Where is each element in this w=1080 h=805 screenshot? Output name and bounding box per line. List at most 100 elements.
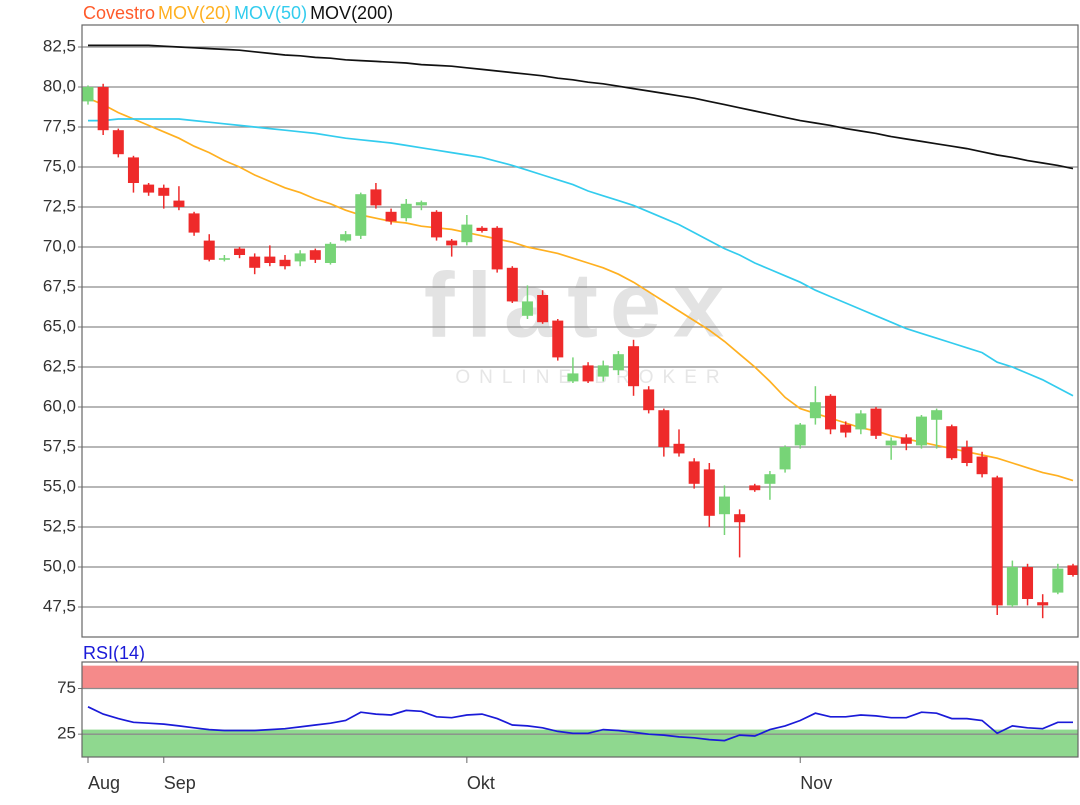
candle-body <box>961 447 973 463</box>
candle-body <box>324 243 336 263</box>
candle-body <box>734 514 746 523</box>
candle-body <box>552 320 564 358</box>
legend-entry: RSI(14) <box>83 643 145 663</box>
candle-body <box>597 365 609 377</box>
line-series <box>88 118 1074 397</box>
legend-entry: MOV(50) <box>234 3 307 23</box>
candle-body <box>234 248 246 255</box>
legend-entry: MOV(200) <box>310 3 393 23</box>
y-tick-label: 52,5 <box>43 516 76 535</box>
plot-frame <box>81 24 1079 638</box>
candle-body <box>1052 568 1064 593</box>
candle-body <box>461 224 473 243</box>
y-tick-label: 62,5 <box>43 356 76 375</box>
candle-body <box>885 440 897 446</box>
y-tick-label: 72,5 <box>43 196 76 215</box>
legend-entry: Covestro <box>83 3 155 23</box>
candle-body <box>900 437 912 444</box>
candle-body <box>643 389 655 411</box>
candle-body <box>703 469 715 516</box>
candle-body <box>870 408 882 436</box>
candle-body <box>582 365 594 382</box>
y-tick-label: 60,0 <box>43 396 76 415</box>
legend: Covestro MOV(20) MOV(50) MOV(200) <box>83 3 393 23</box>
candle-body <box>340 234 352 241</box>
candle-body <box>355 194 367 236</box>
y-tick-label: 70,0 <box>43 236 76 255</box>
candle-body <box>855 413 867 430</box>
candle-body <box>779 447 791 470</box>
candle-body <box>521 301 533 316</box>
line-series <box>87 706 1073 742</box>
candle-body <box>506 267 518 302</box>
candle-body <box>825 395 837 430</box>
candle-body <box>188 213 200 233</box>
x-tick-label: Aug <box>88 773 120 793</box>
y-tick-label: 47,5 <box>43 596 76 615</box>
candle-body <box>976 456 988 475</box>
x-tick-label: Sep <box>164 773 196 793</box>
candle-body <box>915 416 927 446</box>
candle-body <box>400 203 412 219</box>
candle-body <box>673 443 685 454</box>
candle-body <box>537 295 549 323</box>
candle-body <box>946 426 958 459</box>
candle-body <box>991 477 1003 606</box>
legend-entry: MOV(20) <box>158 3 231 23</box>
candle-body <box>279 259 291 267</box>
candle-body <box>218 258 230 260</box>
candle-body <box>749 485 761 491</box>
y-tick-label: 77,5 <box>43 116 76 135</box>
candle-body <box>567 373 579 382</box>
candle-body <box>612 354 624 371</box>
x-tick-label: Nov <box>800 773 832 793</box>
candle-body <box>264 256 276 263</box>
candle-body <box>370 189 382 206</box>
candle-body <box>794 424 806 446</box>
candle-body <box>718 496 730 515</box>
candle-body <box>431 211 443 238</box>
candle-body <box>82 87 94 102</box>
candle-body <box>491 227 503 270</box>
x-tick-label: Okt <box>467 773 495 793</box>
candle-body <box>249 256 261 268</box>
candle-body <box>203 240 215 260</box>
candle-body <box>764 474 776 484</box>
candle-body <box>1037 602 1049 606</box>
watermark-title: flatex <box>424 254 736 356</box>
y-tick-label: 55,0 <box>43 476 76 495</box>
y-tick-label: 57,5 <box>43 436 76 455</box>
candle-body <box>309 250 321 260</box>
candle-body <box>385 211 397 222</box>
candle-body <box>931 410 943 420</box>
candle-body <box>446 240 458 246</box>
candle-body <box>143 184 155 193</box>
watermark: flatex ONLINE BROKER <box>424 254 736 388</box>
candle-body <box>112 130 124 155</box>
candle-body <box>476 227 488 231</box>
plot-frame <box>81 661 1079 758</box>
y-tick-label: 80,0 <box>43 76 76 95</box>
candle-body <box>415 202 427 206</box>
line-series <box>88 44 1074 170</box>
candle-body <box>158 187 170 196</box>
y-tick-label: 65,0 <box>43 316 76 335</box>
candle-body <box>658 410 670 447</box>
candle-body <box>294 253 306 262</box>
y-tick-label: 75,0 <box>43 156 76 175</box>
candle-body <box>97 87 109 131</box>
candle-body <box>127 157 139 183</box>
y-tick-label: 67,5 <box>43 276 76 295</box>
candle-body <box>1022 567 1034 599</box>
candle-body <box>1006 567 1018 606</box>
zone-band <box>82 665 1078 689</box>
candle-body <box>173 200 185 207</box>
candle-body <box>809 402 821 419</box>
candle-body <box>1067 565 1079 575</box>
candle-body <box>840 424 852 433</box>
candle-body <box>628 346 640 387</box>
y-tick-label: 25 <box>57 724 76 743</box>
y-tick-label: 50,0 <box>43 556 76 575</box>
